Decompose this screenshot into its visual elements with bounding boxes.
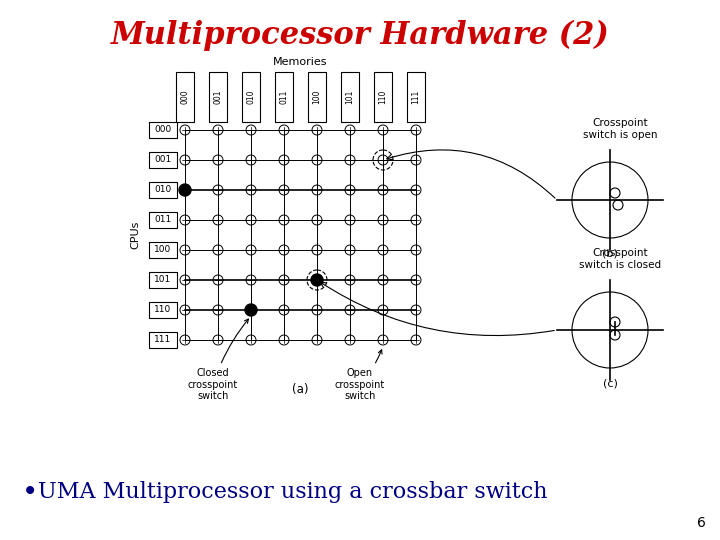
Text: Open
crosspoint
switch: Open crosspoint switch (335, 350, 385, 401)
FancyBboxPatch shape (149, 332, 177, 348)
Circle shape (179, 184, 191, 196)
Text: 011: 011 (279, 90, 289, 104)
Circle shape (245, 304, 257, 316)
Text: CPUs: CPUs (130, 221, 140, 249)
FancyBboxPatch shape (374, 72, 392, 122)
Text: •: • (22, 478, 38, 506)
Text: Crosspoint
switch is open: Crosspoint switch is open (582, 118, 657, 140)
FancyBboxPatch shape (149, 302, 177, 318)
FancyBboxPatch shape (149, 272, 177, 288)
Text: Closed
crosspoint
switch: Closed crosspoint switch (188, 319, 248, 401)
FancyBboxPatch shape (149, 122, 177, 138)
Text: 110: 110 (379, 90, 387, 104)
FancyBboxPatch shape (149, 212, 177, 228)
Text: 010: 010 (154, 186, 171, 194)
Circle shape (311, 274, 323, 286)
Text: (b): (b) (602, 248, 618, 258)
FancyBboxPatch shape (149, 242, 177, 258)
FancyBboxPatch shape (308, 72, 326, 122)
Text: 000: 000 (181, 90, 189, 104)
FancyBboxPatch shape (341, 72, 359, 122)
Text: 6: 6 (697, 516, 706, 530)
Text: 011: 011 (154, 215, 171, 225)
Text: Memories: Memories (274, 57, 328, 67)
Text: UMA Multiprocessor using a crossbar switch: UMA Multiprocessor using a crossbar swit… (38, 481, 547, 503)
FancyBboxPatch shape (176, 72, 194, 122)
Text: 010: 010 (246, 90, 256, 104)
FancyBboxPatch shape (149, 182, 177, 198)
Text: 101: 101 (346, 90, 354, 104)
Text: 001: 001 (214, 90, 222, 104)
FancyBboxPatch shape (242, 72, 260, 122)
FancyBboxPatch shape (407, 72, 425, 122)
Text: 001: 001 (154, 156, 171, 165)
Text: 000: 000 (154, 125, 171, 134)
Text: 111: 111 (154, 335, 171, 345)
Text: (a): (a) (292, 383, 309, 396)
Text: 101: 101 (154, 275, 171, 285)
Text: 100: 100 (154, 246, 171, 254)
FancyBboxPatch shape (149, 152, 177, 168)
Text: 100: 100 (312, 90, 322, 104)
Text: 111: 111 (412, 90, 420, 104)
FancyBboxPatch shape (209, 72, 227, 122)
Text: Crosspoint
switch is closed: Crosspoint switch is closed (579, 248, 661, 270)
Text: 110: 110 (154, 306, 171, 314)
FancyBboxPatch shape (275, 72, 293, 122)
Text: (c): (c) (603, 378, 618, 388)
Text: Multiprocessor Hardware (2): Multiprocessor Hardware (2) (111, 19, 609, 51)
